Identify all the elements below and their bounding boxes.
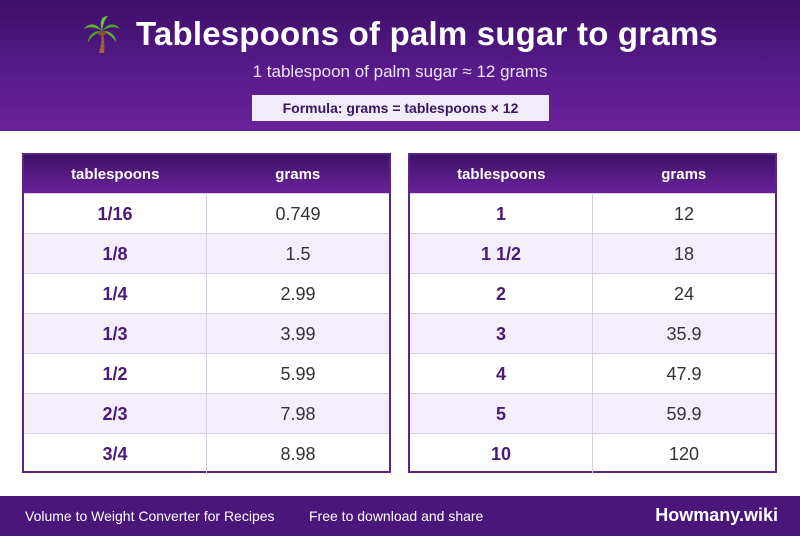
table-row: 10 120 — [410, 433, 775, 473]
grams-cell: 3.99 — [280, 324, 316, 344]
grams-cell: 18 — [673, 244, 695, 264]
tablespoons-cell: 2 — [410, 274, 593, 313]
table-row: 1/3 3.99 — [24, 313, 389, 353]
tablespoons-cell: 1/3 — [24, 314, 207, 353]
column-header-grams: grams — [275, 166, 321, 183]
page-subtitle: 1 tablespoon of palm sugar ≈ 12 grams — [252, 62, 548, 81]
tablespoons-cell: 10 — [410, 434, 593, 473]
tablespoons-cell: 2/3 — [24, 394, 207, 433]
grams-cell: 1.5 — [285, 244, 311, 264]
tablespoons-cell: 1/4 — [24, 274, 207, 313]
table-row: 3 35.9 — [410, 313, 775, 353]
column-header-tablespoons: tablespoons — [457, 166, 546, 183]
table-header: tablespoons grams — [410, 155, 775, 193]
table-row: 1/16 0.749 — [24, 193, 389, 233]
footer-converter-text: Volume to Weight Converter for Recipes — [25, 508, 275, 524]
table-row: 1/2 5.99 — [24, 353, 389, 393]
grams-cell: 0.749 — [275, 204, 321, 224]
tablespoons-cell: 3 — [410, 314, 593, 353]
palm-tree-icon — [84, 16, 121, 53]
table-row: 1/8 1.5 — [24, 233, 389, 273]
table-row: 5 59.9 — [410, 393, 775, 433]
table-row: 1/4 2.99 — [24, 273, 389, 313]
tablespoons-cell: 1/16 — [24, 194, 207, 233]
tablespoons-cell: 1 1/2 — [410, 234, 593, 273]
grams-cell: 47.9 — [666, 364, 702, 384]
tablespoons-cell: 1 — [410, 194, 593, 233]
brand-logo-text[interactable]: Howmany.wiki — [655, 505, 778, 525]
column-header-tablespoons: tablespoons — [71, 166, 160, 183]
grams-cell: 2.99 — [280, 284, 316, 304]
formula-badge: Formula: grams = tablespoons × 12 — [252, 95, 549, 121]
tablespoons-cell: 1/8 — [24, 234, 207, 273]
conversion-table-left: tablespoons grams 1/16 0.749 1/8 1.5 1/4… — [22, 153, 391, 473]
grams-cell: 35.9 — [666, 324, 702, 344]
grams-cell: 59.9 — [666, 404, 702, 424]
grams-cell: 12 — [673, 204, 695, 224]
title-row: Tablespoons of palm sugar to grams — [0, 14, 800, 54]
grams-cell: 7.98 — [280, 404, 316, 424]
grams-cell: 120 — [668, 444, 700, 464]
tablespoons-cell: 4 — [410, 354, 593, 393]
table-row: 3/4 8.98 — [24, 433, 389, 473]
table-row: 2/3 7.98 — [24, 393, 389, 433]
grams-cell: 8.98 — [280, 444, 316, 464]
table-row: 2 24 — [410, 273, 775, 313]
tablespoons-cell: 5 — [410, 394, 593, 433]
conversion-table-right: tablespoons grams 1 12 1 1/2 18 2 24 3 3… — [408, 153, 777, 473]
tablespoons-cell: 1/2 — [24, 354, 207, 393]
grams-cell: 24 — [673, 284, 695, 304]
table-row: 1 1/2 18 — [410, 233, 775, 273]
tablespoons-cell: 3/4 — [24, 434, 207, 473]
footer-bar: Volume to Weight Converter for Recipes F… — [0, 496, 800, 536]
table-row: 4 47.9 — [410, 353, 775, 393]
footer-share-text: Free to download and share — [309, 508, 484, 524]
grams-cell: 5.99 — [280, 364, 316, 384]
table-header: tablespoons grams — [24, 155, 389, 193]
column-header-grams: grams — [661, 166, 707, 183]
header-banner: Tablespoons of palm sugar to grams 1 tab… — [0, 0, 800, 131]
page-title: Tablespoons of palm sugar to grams — [136, 15, 718, 52]
table-row: 1 12 — [410, 193, 775, 233]
